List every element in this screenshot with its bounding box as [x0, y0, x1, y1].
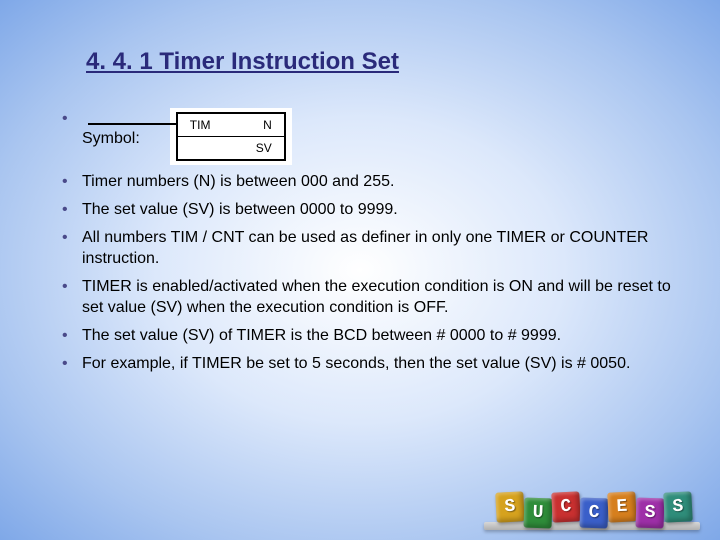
list-item: The set value (SV) is between 0000 to 99… [62, 199, 676, 221]
list-item: The set value (SV) of TIMER is the BCD b… [62, 325, 676, 347]
symbol-tim: TIM [190, 117, 211, 133]
bullet-list: Symbol: TIM N SV Timer numbers (N) is be… [44, 108, 676, 374]
letter-block: S [663, 491, 693, 522]
ladder-rung [88, 123, 178, 125]
symbol-bottom-row: SV [178, 137, 284, 159]
bullet-text: Timer numbers (N) is between 000 and 255… [82, 171, 676, 193]
letter-block: S [635, 498, 664, 529]
list-item: Timer numbers (N) is between 000 and 255… [62, 171, 676, 193]
symbol-sv: SV [256, 140, 272, 156]
bullet-text: All numbers TIM / CNT can be used as def… [82, 227, 676, 270]
letter-block: E [607, 491, 637, 522]
bullet-text: The set value (SV) of TIMER is the BCD b… [82, 325, 676, 347]
letter-block: S [495, 491, 525, 522]
symbol-label: Symbol: [82, 108, 140, 150]
letter-block: C [551, 491, 581, 522]
list-item: TIMER is enabled/activated when the exec… [62, 276, 676, 319]
slide-container: 4. 4. 1 Timer Instruction Set Symbol: TI… [0, 0, 720, 400]
success-blocks: SUCCESS [496, 496, 692, 526]
slide-title: 4. 4. 1 Timer Instruction Set [86, 48, 676, 76]
symbol-bullet: Symbol: TIM N SV [62, 108, 676, 165]
letter-block: C [579, 498, 608, 529]
bullet-text: TIMER is enabled/activated when the exec… [82, 276, 676, 319]
symbol-diagram: TIM N SV [170, 108, 292, 165]
symbol-box: TIM N SV [176, 112, 286, 161]
bullet-text: For example, if TIMER be set to 5 second… [82, 353, 676, 375]
symbol-n: N [263, 117, 272, 133]
list-item: All numbers TIM / CNT can be used as def… [62, 227, 676, 270]
letter-block: U [523, 498, 552, 529]
list-item: For example, if TIMER be set to 5 second… [62, 353, 676, 375]
bullet-text: The set value (SV) is between 0000 to 99… [82, 199, 676, 221]
symbol-top-row: TIM N [178, 114, 284, 137]
